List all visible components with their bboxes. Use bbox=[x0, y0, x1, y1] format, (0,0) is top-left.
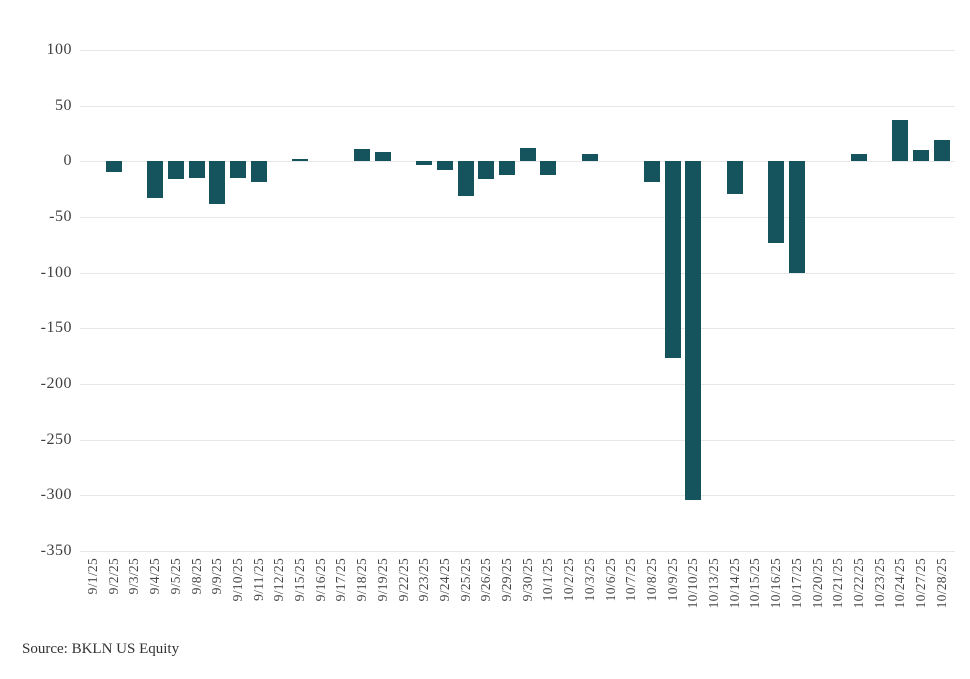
bar-9-11-25 bbox=[250, 161, 267, 183]
bar-9-4-25 bbox=[147, 161, 164, 198]
bar-10-22-25 bbox=[850, 153, 867, 162]
x-tick-label: 9/25/25 bbox=[457, 558, 473, 602]
gridline bbox=[80, 384, 955, 385]
x-tick-label: 10/14/25 bbox=[726, 558, 742, 609]
x-tick-label: 9/8/25 bbox=[188, 558, 204, 595]
x-tick-label: 10/20/25 bbox=[809, 558, 825, 609]
x-tick-label: 10/13/25 bbox=[706, 558, 721, 609]
gridline bbox=[80, 161, 955, 163]
y-tick-label: -250 bbox=[40, 430, 72, 448]
bar-10-17-25 bbox=[788, 161, 805, 273]
x-tick-label: 9/18/25 bbox=[354, 558, 370, 602]
bar-9-18-25 bbox=[354, 149, 371, 162]
y-tick-label: 100 bbox=[46, 41, 72, 58]
y-tick-label: 0 bbox=[63, 152, 72, 170]
bar-10-3-25 bbox=[581, 153, 598, 162]
x-tick-label: 10/17/25 bbox=[788, 558, 804, 609]
x-tick-label: 9/29/25 bbox=[499, 558, 514, 602]
gridline bbox=[80, 551, 955, 552]
bar-9-19-25 bbox=[374, 152, 391, 162]
y-tick-label: -300 bbox=[40, 486, 72, 504]
x-tick-label: 9/12/25 bbox=[271, 558, 287, 602]
bar-9-10-25 bbox=[229, 161, 246, 178]
source-note: Source: BKLN US Equity bbox=[22, 641, 180, 657]
bar-10-28-25 bbox=[933, 140, 950, 162]
bar-9-15-25 bbox=[292, 159, 308, 162]
gridline bbox=[80, 495, 955, 497]
x-tick-label: 9/15/25 bbox=[292, 558, 307, 602]
x-tick-label: 10/8/25 bbox=[643, 558, 659, 602]
y-tick-label: -100 bbox=[40, 263, 72, 281]
bar-9-9-25 bbox=[209, 161, 226, 204]
x-tick-label: 9/26/25 bbox=[478, 558, 494, 602]
gridline bbox=[80, 328, 955, 330]
x-tick-label: 9/16/25 bbox=[312, 558, 328, 602]
x-tick-label: 10/3/25 bbox=[581, 558, 597, 602]
bar-9-30-25 bbox=[519, 148, 536, 162]
x-tick-label: 9/2/25 bbox=[105, 558, 121, 595]
gridline bbox=[80, 272, 955, 274]
x-tick-label: 9/11/25 bbox=[250, 558, 266, 601]
x-tick-label: 10/22/25 bbox=[850, 558, 866, 609]
bar-10-8-25 bbox=[643, 161, 660, 183]
bar-9-25-25 bbox=[457, 161, 474, 196]
x-tick-label: 10/1/25 bbox=[540, 558, 556, 602]
y-tick-label: -150 bbox=[40, 319, 72, 337]
x-tick-label: 9/22/25 bbox=[395, 558, 411, 602]
x-tick-label: 9/1/25 bbox=[85, 558, 100, 595]
bar-10-14-25 bbox=[726, 161, 743, 194]
bar-10-16-25 bbox=[768, 161, 785, 243]
x-tick-label: 9/23/25 bbox=[416, 558, 432, 602]
x-tick-label: 9/30/25 bbox=[519, 558, 535, 602]
x-tick-label: 9/19/25 bbox=[374, 558, 390, 602]
y-tick-label: -200 bbox=[40, 375, 72, 392]
y-tick-label: -50 bbox=[49, 208, 72, 225]
x-tick-label: 10/27/25 bbox=[913, 558, 928, 609]
bar-9-29-25 bbox=[499, 161, 515, 175]
x-tick-label: 10/2/25 bbox=[561, 558, 577, 602]
y-tick-label: -350 bbox=[40, 542, 72, 559]
bar-9-24-25 bbox=[436, 161, 453, 171]
bar-9-23-25 bbox=[416, 161, 433, 165]
x-tick-label: 10/7/25 bbox=[623, 558, 639, 602]
x-tick-label: 10/10/25 bbox=[685, 558, 701, 609]
bar-9-26-25 bbox=[478, 161, 495, 180]
bar-10-1-25 bbox=[540, 161, 557, 175]
gridline bbox=[80, 217, 955, 218]
x-tick-label: 9/4/25 bbox=[147, 558, 163, 595]
bar-9-5-25 bbox=[167, 161, 184, 180]
x-tick-label: 9/5/25 bbox=[167, 558, 183, 595]
x-tick-label: 9/24/25 bbox=[436, 558, 452, 602]
bar-10-10-25 bbox=[685, 161, 702, 500]
x-tick-label: 9/17/25 bbox=[333, 558, 349, 602]
bar-9-2-25 bbox=[105, 161, 122, 173]
bar-10-24-25 bbox=[892, 120, 909, 162]
x-tick-label: 9/9/25 bbox=[209, 558, 225, 595]
y-tick-label: 50 bbox=[55, 96, 72, 114]
x-tick-label: 10/24/25 bbox=[892, 558, 908, 609]
bar-10-9-25 bbox=[664, 161, 681, 359]
gridline bbox=[80, 50, 955, 51]
x-tick-label: 9/10/25 bbox=[229, 558, 245, 602]
bar-10-27-25 bbox=[913, 150, 929, 162]
x-tick-label: 10/21/25 bbox=[830, 558, 846, 609]
gridline bbox=[80, 105, 955, 107]
x-tick-label: 10/15/25 bbox=[747, 558, 763, 609]
x-tick-label: 10/23/25 bbox=[871, 558, 887, 609]
bar-9-8-25 bbox=[188, 161, 205, 178]
x-tick-label: 9/3/25 bbox=[126, 558, 142, 595]
x-tick-label: 10/16/25 bbox=[768, 558, 784, 609]
x-tick-label: 10/28/25 bbox=[933, 558, 949, 609]
x-tick-label: 10/6/25 bbox=[602, 558, 618, 602]
x-tick-label: 10/9/25 bbox=[664, 558, 680, 602]
gridline bbox=[80, 439, 955, 441]
